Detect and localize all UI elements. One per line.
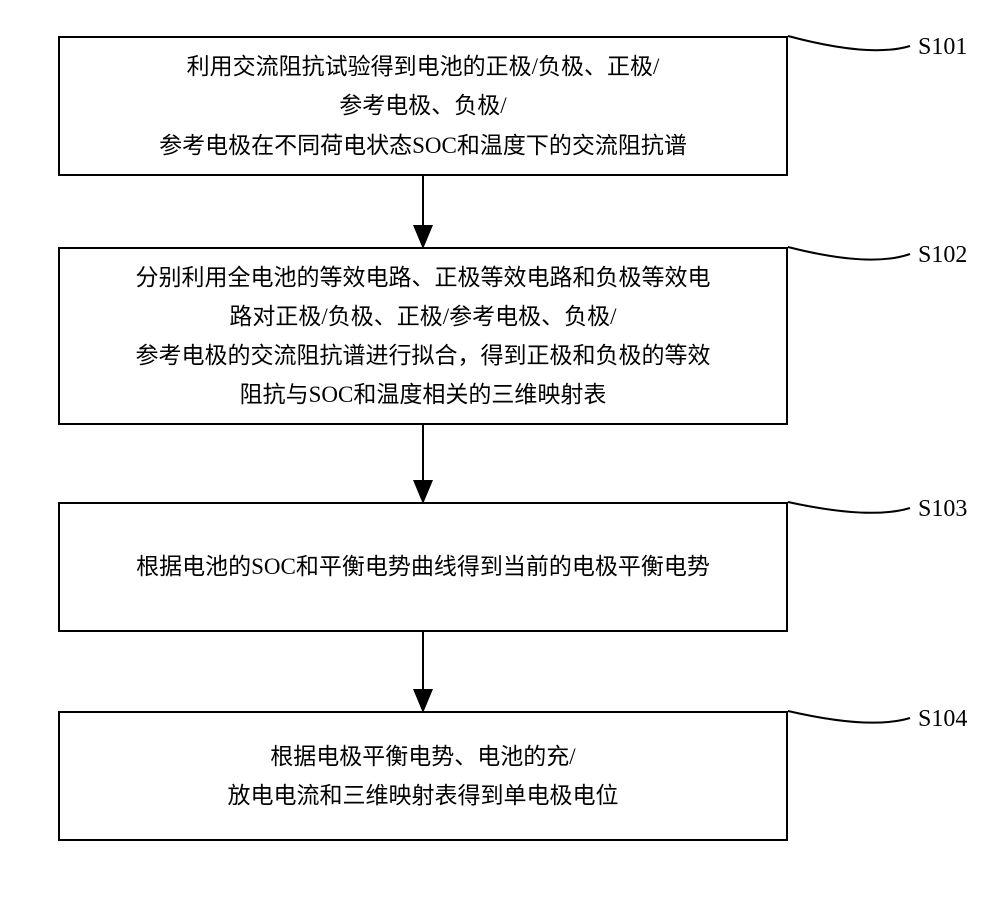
flowchart-node-s102: 分别利用全电池的等效电路、正极等效电路和负极等效电 路对正极/负极、正极/参考电… <box>58 247 788 425</box>
step-label-s104: S104 <box>918 706 967 733</box>
step-label-s103: S103 <box>918 496 967 523</box>
node-text: 根据电池的SOC和平衡电势曲线得到当前的电极平衡电势 <box>136 547 710 586</box>
flowchart-node-s103: 根据电池的SOC和平衡电势曲线得到当前的电极平衡电势 <box>58 502 788 632</box>
flowchart-node-s101: 利用交流阻抗试验得到电池的正极/负极、正极/ 参考电极、负极/ 参考电极在不同荷… <box>58 36 788 176</box>
step-label-s101: S101 <box>918 34 967 61</box>
leader-s101 <box>788 36 910 50</box>
step-label-s102: S102 <box>918 242 967 269</box>
node-text: 利用交流阻抗试验得到电池的正极/负极、正极/ 参考电极、负极/ 参考电极在不同荷… <box>159 47 687 164</box>
leader-s103 <box>788 502 910 513</box>
flowchart-canvas: 利用交流阻抗试验得到电池的正极/负极、正极/ 参考电极、负极/ 参考电极在不同荷… <box>0 18 1000 908</box>
flowchart-node-s104: 根据电极平衡电势、电池的充/ 放电电流和三维映射表得到单电极电位 <box>58 711 788 841</box>
leader-s102 <box>788 247 910 260</box>
node-text: 根据电极平衡电势、电池的充/ 放电电流和三维映射表得到单电极电位 <box>228 737 619 815</box>
leader-s104 <box>788 711 910 723</box>
node-text: 分别利用全电池的等效电路、正极等效电路和负极等效电 路对正极/负极、正极/参考电… <box>136 258 711 414</box>
